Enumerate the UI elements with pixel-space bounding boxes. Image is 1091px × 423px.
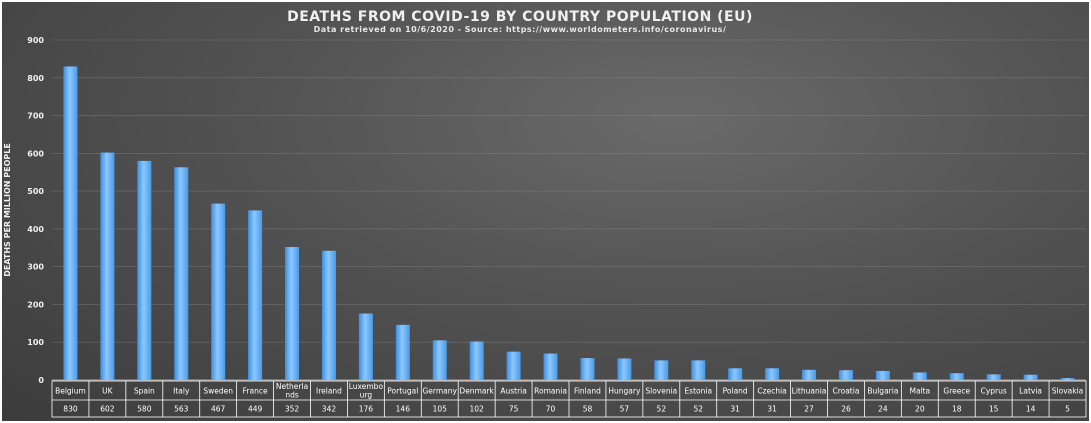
x-tick-label: Greece (943, 387, 970, 396)
y-tick-label: 400 (27, 225, 44, 234)
data-label: 58 (583, 405, 593, 414)
bar (395, 324, 410, 380)
chart-subtitle: Data retrieved on 10/6/2020 - Source: ht… (314, 25, 727, 34)
x-tick-label: Latvia (1019, 387, 1042, 396)
y-tick-label: 700 (27, 112, 44, 121)
data-label: 31 (730, 405, 740, 414)
data-label: 342 (322, 405, 337, 414)
data-label: 57 (620, 405, 630, 414)
bar (765, 368, 780, 380)
x-tick-label: Denmark (459, 387, 494, 396)
x-tick-label: Malta (909, 387, 930, 396)
data-label: 602 (100, 405, 115, 414)
data-label: 52 (657, 405, 667, 414)
bar (358, 313, 373, 380)
bar (728, 368, 743, 380)
data-label: 20 (915, 405, 925, 414)
data-label: 18 (952, 405, 962, 414)
bar (543, 353, 558, 380)
x-tick-label: Slovenia (645, 387, 677, 396)
data-label: 26 (841, 405, 851, 414)
bar (617, 358, 632, 380)
data-label: 352 (285, 405, 300, 414)
data-label: 830 (63, 405, 78, 414)
data-label: 467 (211, 405, 226, 414)
data-label: 102 (470, 405, 485, 414)
x-tick-label: Croatia (832, 387, 859, 396)
bar (802, 369, 817, 380)
bar (1060, 378, 1075, 380)
x-tick-label: Sweden (203, 387, 233, 396)
data-label: 15 (989, 405, 999, 414)
bar (174, 167, 189, 380)
data-label: 580 (137, 405, 152, 414)
x-tick-label: Hungary (608, 387, 641, 396)
data-label: 75 (509, 405, 519, 414)
x-tick-label: Cyprus (981, 387, 1007, 396)
x-tick-label: Netherla nds (276, 382, 308, 400)
y-tick-label: 0 (38, 376, 44, 385)
bar (432, 340, 447, 380)
y-axis-label: DEATHS PER MILLION PEOPLE (3, 143, 12, 277)
x-tick-label: Austria (500, 387, 527, 396)
data-label: 449 (248, 405, 263, 414)
bar (248, 210, 263, 380)
data-label: 24 (878, 405, 888, 414)
x-tick-label: UK (102, 387, 113, 396)
chart-title: DEATHS FROM COVID-19 BY COUNTRY POPULATI… (287, 9, 753, 25)
x-tick-label: Lithuania (792, 387, 827, 396)
data-label: 563 (174, 405, 189, 414)
bar (949, 373, 964, 380)
data-label: 52 (693, 405, 703, 414)
data-label: 176 (359, 405, 374, 414)
data-label: 31 (767, 405, 777, 414)
y-tick-label: 500 (27, 187, 44, 196)
y-tick-label: 800 (27, 74, 44, 83)
x-tick-label: Romania (534, 387, 567, 396)
bar (285, 247, 300, 380)
x-tick-label: Poland (723, 387, 748, 396)
data-label: 5 (1065, 405, 1070, 414)
bar (875, 370, 890, 380)
x-tick-label: Bulgaria (867, 387, 898, 396)
bar (506, 351, 521, 380)
data-label: 70 (546, 405, 556, 414)
y-tick-label: 900 (27, 36, 44, 45)
bar (63, 66, 78, 380)
y-tick-label: 600 (27, 149, 44, 158)
bar (1023, 374, 1038, 380)
x-tick-label: Czechia (757, 387, 786, 396)
data-label: 146 (396, 405, 411, 414)
bar (321, 250, 336, 380)
bar (469, 341, 484, 380)
x-tick-label: Belgium (55, 387, 86, 396)
x-tick-label: Slovakia (1052, 387, 1084, 396)
bar (580, 358, 595, 380)
x-tick-label: Luxembo urg (349, 382, 384, 400)
data-label: 27 (804, 405, 814, 414)
bar (691, 360, 706, 380)
data-label: 105 (433, 405, 448, 414)
bar (211, 203, 226, 380)
x-tick-label: Spain (134, 387, 155, 396)
y-tick-label: 100 (27, 338, 44, 347)
bar (912, 372, 927, 380)
data-label: 14 (1026, 405, 1036, 414)
x-tick-label: Finland (574, 387, 601, 396)
y-tick-label: 200 (27, 300, 44, 309)
x-tick-label: Estonia (684, 387, 712, 396)
x-tick-label: Italy (173, 387, 190, 396)
y-tick-label: 300 (27, 263, 44, 272)
x-tick-label: Portugal (387, 387, 418, 396)
bar (654, 360, 669, 380)
bar (100, 152, 115, 380)
bar (986, 374, 1001, 380)
x-tick-label: Germany (423, 387, 458, 396)
x-tick-label: Ireland (316, 387, 342, 396)
x-tick-label: France (243, 387, 268, 396)
bar (838, 370, 853, 380)
bar (137, 160, 152, 380)
